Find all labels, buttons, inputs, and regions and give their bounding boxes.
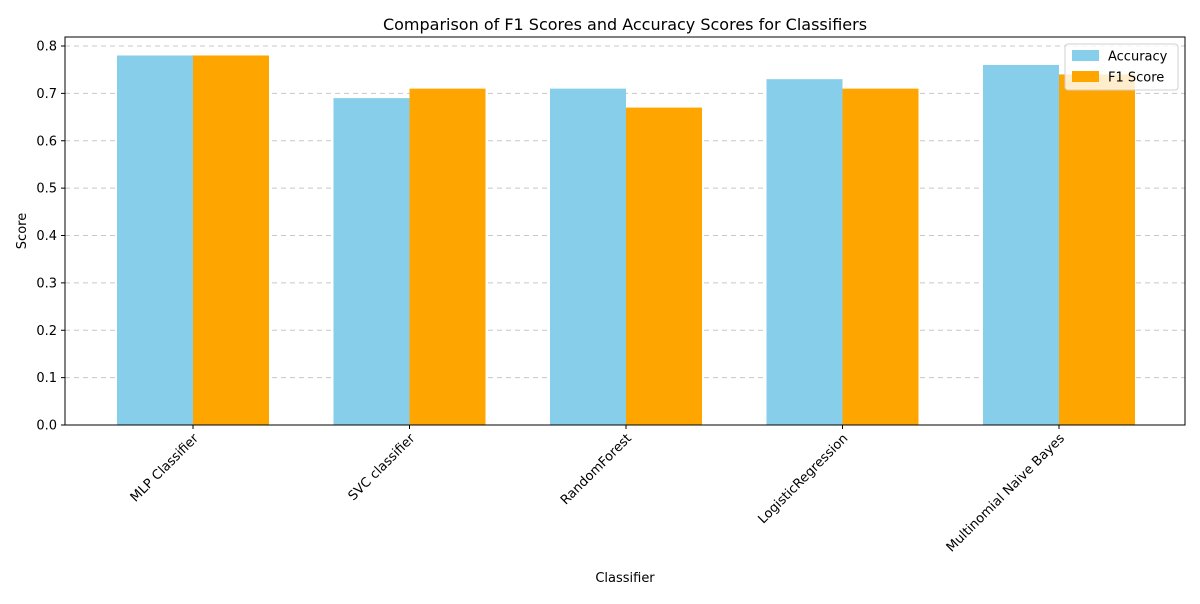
y-tick-label: 0.0 [36, 419, 57, 434]
x-tick-label: LogisticRegression [755, 431, 851, 527]
y-tick-label: 0.4 [36, 229, 57, 244]
legend-swatch [1072, 71, 1099, 82]
legend-label: F1 Score [1108, 71, 1164, 86]
x-tick-label: SVC classifier [346, 431, 419, 504]
y-tick-label: 0.8 [36, 40, 57, 55]
bar-accuracy [117, 55, 193, 425]
bar-f1-score [842, 88, 919, 425]
plot-frame [64, 36, 1186, 426]
legend-label: Accuracy [1108, 50, 1168, 65]
y-tick-label: 0.5 [36, 182, 57, 197]
y-tick-label: 0.1 [36, 371, 57, 386]
x-tick-label: RandomForest [558, 431, 635, 508]
bar-accuracy [766, 79, 843, 425]
legend-swatch [1072, 50, 1099, 61]
legend: Accuracy F1 Score [1064, 43, 1179, 91]
chart-title: Comparison of F1 Scores and Accuracy Sco… [383, 15, 867, 34]
y-tick-label: 0.2 [36, 324, 57, 339]
bar-accuracy [333, 98, 410, 426]
bar-f1-score [1059, 74, 1135, 426]
x-tick-label: Multinomial Naive Bayes [944, 431, 1068, 555]
bars [117, 55, 1135, 426]
bar-accuracy [983, 64, 1059, 425]
bar-f1-score [193, 55, 269, 425]
y-tick-label: 0.3 [36, 276, 57, 291]
y-axis-label: Score [15, 213, 30, 249]
x-axis-label: Classifier [595, 571, 655, 586]
y-tick-label: 0.6 [36, 134, 57, 149]
bar-f1-score [409, 88, 486, 425]
bar-accuracy [550, 88, 626, 425]
y-axis-ticks: 0.0 0.1 0.2 0.3 0.4 0.5 0.6 0.7 0.8 [36, 40, 65, 434]
x-tick-label: MLP Classifier [128, 431, 203, 506]
x-axis-ticks: MLP Classifier SVC classifier RandomForest… [128, 425, 1068, 555]
y-tick-label: 0.7 [36, 87, 57, 102]
bar-f1-score [626, 107, 702, 426]
